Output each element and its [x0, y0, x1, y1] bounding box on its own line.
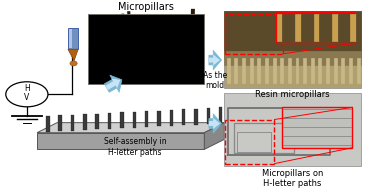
- Bar: [172, 57, 176, 61]
- Polygon shape: [146, 19, 150, 56]
- Bar: [334, 58, 337, 83]
- Text: As the
mold: As the mold: [203, 71, 227, 90]
- Polygon shape: [37, 123, 224, 133]
- Bar: [224, 51, 361, 65]
- Bar: [88, 14, 204, 53]
- Polygon shape: [93, 20, 97, 56]
- Bar: [265, 58, 268, 83]
- Bar: [301, 14, 303, 41]
- Bar: [137, 57, 141, 61]
- Bar: [199, 57, 202, 61]
- Bar: [69, 29, 72, 48]
- Bar: [88, 14, 204, 84]
- Polygon shape: [37, 133, 204, 149]
- Bar: [224, 93, 361, 166]
- Bar: [250, 58, 253, 83]
- Polygon shape: [71, 115, 74, 131]
- Bar: [319, 58, 322, 83]
- Bar: [128, 57, 131, 61]
- Text: H
V: H V: [24, 84, 30, 102]
- Text: Micropillars on
H-letter paths: Micropillars on H-letter paths: [262, 169, 323, 188]
- Polygon shape: [169, 110, 173, 126]
- Bar: [146, 57, 149, 61]
- Bar: [224, 11, 361, 88]
- Polygon shape: [145, 111, 149, 127]
- Polygon shape: [199, 22, 203, 56]
- Polygon shape: [207, 108, 210, 124]
- Bar: [356, 14, 358, 41]
- Bar: [242, 58, 245, 83]
- Bar: [93, 57, 96, 61]
- Polygon shape: [101, 16, 105, 56]
- Bar: [277, 14, 282, 41]
- Bar: [190, 57, 194, 61]
- Bar: [227, 58, 230, 83]
- Polygon shape: [162, 19, 167, 56]
- Polygon shape: [171, 18, 176, 56]
- Polygon shape: [137, 24, 141, 56]
- Bar: [164, 57, 167, 61]
- Polygon shape: [83, 114, 87, 130]
- Polygon shape: [120, 112, 124, 128]
- Polygon shape: [157, 111, 161, 126]
- Polygon shape: [108, 113, 111, 129]
- Polygon shape: [180, 16, 185, 56]
- Bar: [88, 49, 204, 58]
- Text: Micropillars: Micropillars: [118, 2, 174, 12]
- Polygon shape: [46, 116, 50, 132]
- Bar: [357, 58, 360, 83]
- Bar: [349, 58, 352, 83]
- Bar: [282, 14, 284, 41]
- Bar: [226, 119, 274, 163]
- Polygon shape: [96, 114, 99, 129]
- Polygon shape: [154, 25, 158, 56]
- Bar: [88, 14, 204, 84]
- Bar: [350, 14, 356, 41]
- Bar: [281, 107, 353, 148]
- Polygon shape: [120, 14, 124, 56]
- Polygon shape: [204, 123, 224, 149]
- Bar: [110, 57, 114, 61]
- Bar: [295, 14, 301, 41]
- Bar: [226, 14, 283, 54]
- Polygon shape: [190, 9, 195, 56]
- Bar: [257, 58, 260, 83]
- Ellipse shape: [70, 61, 77, 66]
- Bar: [280, 58, 283, 83]
- Polygon shape: [68, 49, 78, 61]
- Bar: [288, 58, 291, 83]
- Bar: [234, 58, 237, 83]
- Polygon shape: [182, 109, 185, 125]
- Polygon shape: [194, 109, 198, 125]
- Bar: [68, 28, 78, 49]
- Text: Resin micropillars: Resin micropillars: [255, 90, 330, 99]
- Polygon shape: [110, 27, 115, 56]
- Bar: [341, 58, 344, 83]
- Polygon shape: [58, 115, 62, 131]
- Bar: [296, 58, 299, 83]
- Bar: [303, 58, 306, 83]
- Bar: [102, 57, 105, 61]
- Text: Self-assembly in
H-letter paths: Self-assembly in H-letter paths: [104, 138, 166, 157]
- Bar: [120, 57, 123, 61]
- Bar: [326, 58, 329, 83]
- Polygon shape: [127, 11, 131, 56]
- Bar: [338, 14, 340, 41]
- Bar: [332, 14, 338, 41]
- Bar: [181, 57, 185, 61]
- Ellipse shape: [6, 82, 48, 107]
- Bar: [273, 58, 276, 83]
- Polygon shape: [132, 112, 136, 128]
- Bar: [224, 11, 361, 58]
- Polygon shape: [219, 108, 223, 123]
- Bar: [319, 14, 321, 41]
- Bar: [314, 14, 319, 41]
- Bar: [155, 57, 158, 61]
- Bar: [276, 12, 355, 43]
- Bar: [311, 58, 314, 83]
